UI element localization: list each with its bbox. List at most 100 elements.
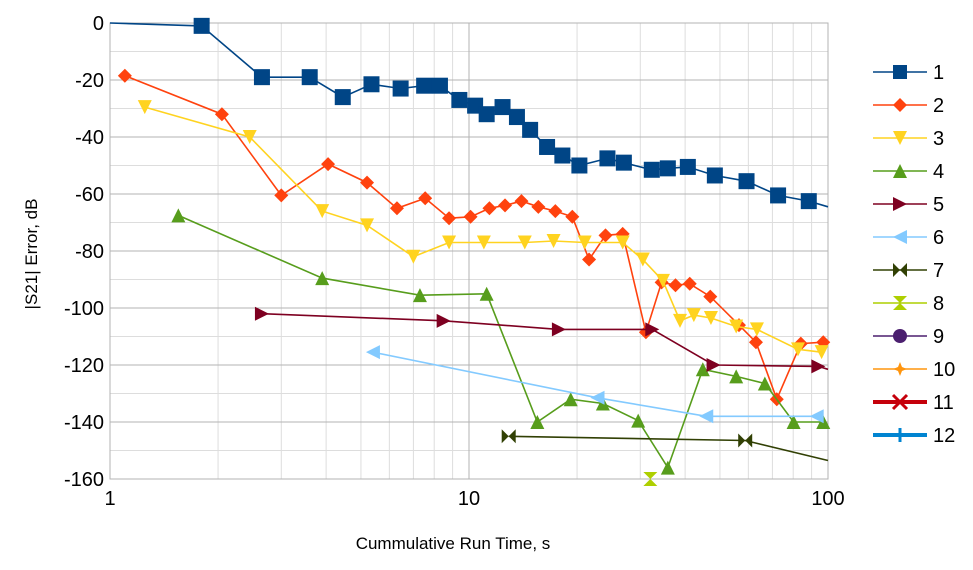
data-point [749, 322, 764, 337]
legend-marker [893, 296, 907, 310]
legend-marker [893, 65, 907, 79]
series-5 [254, 306, 829, 374]
data-point [478, 106, 495, 123]
legend-entry-3: 3 [873, 128, 944, 150]
series-6 [365, 345, 824, 424]
data-point [770, 187, 787, 204]
data-point [729, 369, 744, 384]
data-point [360, 218, 375, 233]
series-line-6 [372, 351, 817, 418]
legend-entry-11: 11 [873, 392, 954, 414]
data-point [554, 147, 571, 164]
data-point [643, 472, 658, 486]
series-4 [171, 208, 831, 475]
legend-marker [893, 428, 907, 442]
data-point [482, 201, 497, 216]
data-point [392, 80, 409, 97]
x-tick-label: 1 [104, 488, 115, 510]
data-point [242, 130, 257, 144]
data-point [418, 191, 433, 206]
legend-label: 3 [933, 128, 944, 150]
data-point [668, 278, 683, 293]
legend-entry-10: 10 [873, 359, 955, 381]
legend-label: 8 [933, 293, 944, 315]
data-point [321, 157, 336, 172]
data-point [571, 157, 588, 174]
data-point [530, 415, 545, 429]
data-point [631, 413, 646, 428]
series-line-4 [177, 214, 824, 470]
data-point [615, 154, 632, 171]
x-tick-label: 10 [458, 488, 480, 510]
legend-label: 5 [933, 194, 944, 216]
data-point [531, 199, 546, 214]
data-point [682, 276, 697, 291]
data-point [660, 460, 675, 475]
data-point [686, 308, 701, 323]
data-point [406, 249, 421, 264]
data-point [363, 76, 380, 93]
legend-entry-9: 9 [873, 326, 944, 348]
data-point [791, 342, 806, 357]
legend-marker [893, 164, 907, 178]
data-point [214, 107, 229, 122]
series-3 [137, 100, 829, 360]
data-point [539, 138, 556, 155]
data-point [274, 188, 289, 203]
legend-entry-5: 5 [873, 194, 944, 216]
data-point [479, 286, 494, 301]
legend-label: 12 [933, 425, 955, 447]
legend-marker [893, 197, 907, 211]
data-point [498, 198, 513, 213]
legend-marker [893, 362, 907, 376]
data-point [699, 409, 714, 424]
data-point [522, 121, 539, 138]
data-point [695, 362, 710, 377]
legend-label: 9 [933, 326, 944, 348]
y-tick-label: -80 [75, 241, 104, 263]
legend-marker [893, 263, 907, 277]
data-point [655, 273, 670, 288]
legend-entry-12: 12 [873, 425, 955, 447]
series-line-2 [124, 74, 824, 402]
y-tick-label: -40 [75, 127, 104, 149]
data-point [800, 193, 817, 210]
y-tick-label: -120 [64, 355, 104, 377]
data-point [193, 17, 210, 34]
data-point [442, 235, 457, 250]
data-point [565, 209, 580, 224]
data-point [706, 358, 721, 372]
legend-label: 10 [933, 359, 955, 381]
data-point [334, 89, 351, 106]
legend-marker [893, 329, 907, 343]
data-point [748, 335, 763, 350]
series-7 [501, 429, 829, 462]
data-point [786, 415, 801, 429]
data-point [757, 376, 772, 391]
series-2 [117, 68, 831, 407]
data-point [365, 345, 380, 360]
data-point [508, 109, 525, 126]
y-axis-title: |S21| Error, dB [22, 199, 41, 310]
data-point [814, 345, 829, 360]
legend-entry-1: 1 [873, 62, 944, 84]
legend-label: 1 [933, 62, 944, 84]
data-point [494, 99, 511, 116]
series-layer [109, 17, 831, 486]
data-point [659, 160, 676, 177]
legend-marker [891, 393, 909, 411]
data-point [706, 167, 723, 184]
y-tick-label: -60 [75, 184, 104, 206]
data-point [551, 322, 566, 337]
x-axis-title: Cummulative Run Time, s [356, 534, 551, 553]
data-point [635, 252, 650, 267]
plot-frame [109, 22, 829, 480]
data-point [442, 211, 457, 226]
data-point [809, 409, 824, 424]
data-point [253, 69, 270, 86]
data-point [738, 433, 753, 448]
